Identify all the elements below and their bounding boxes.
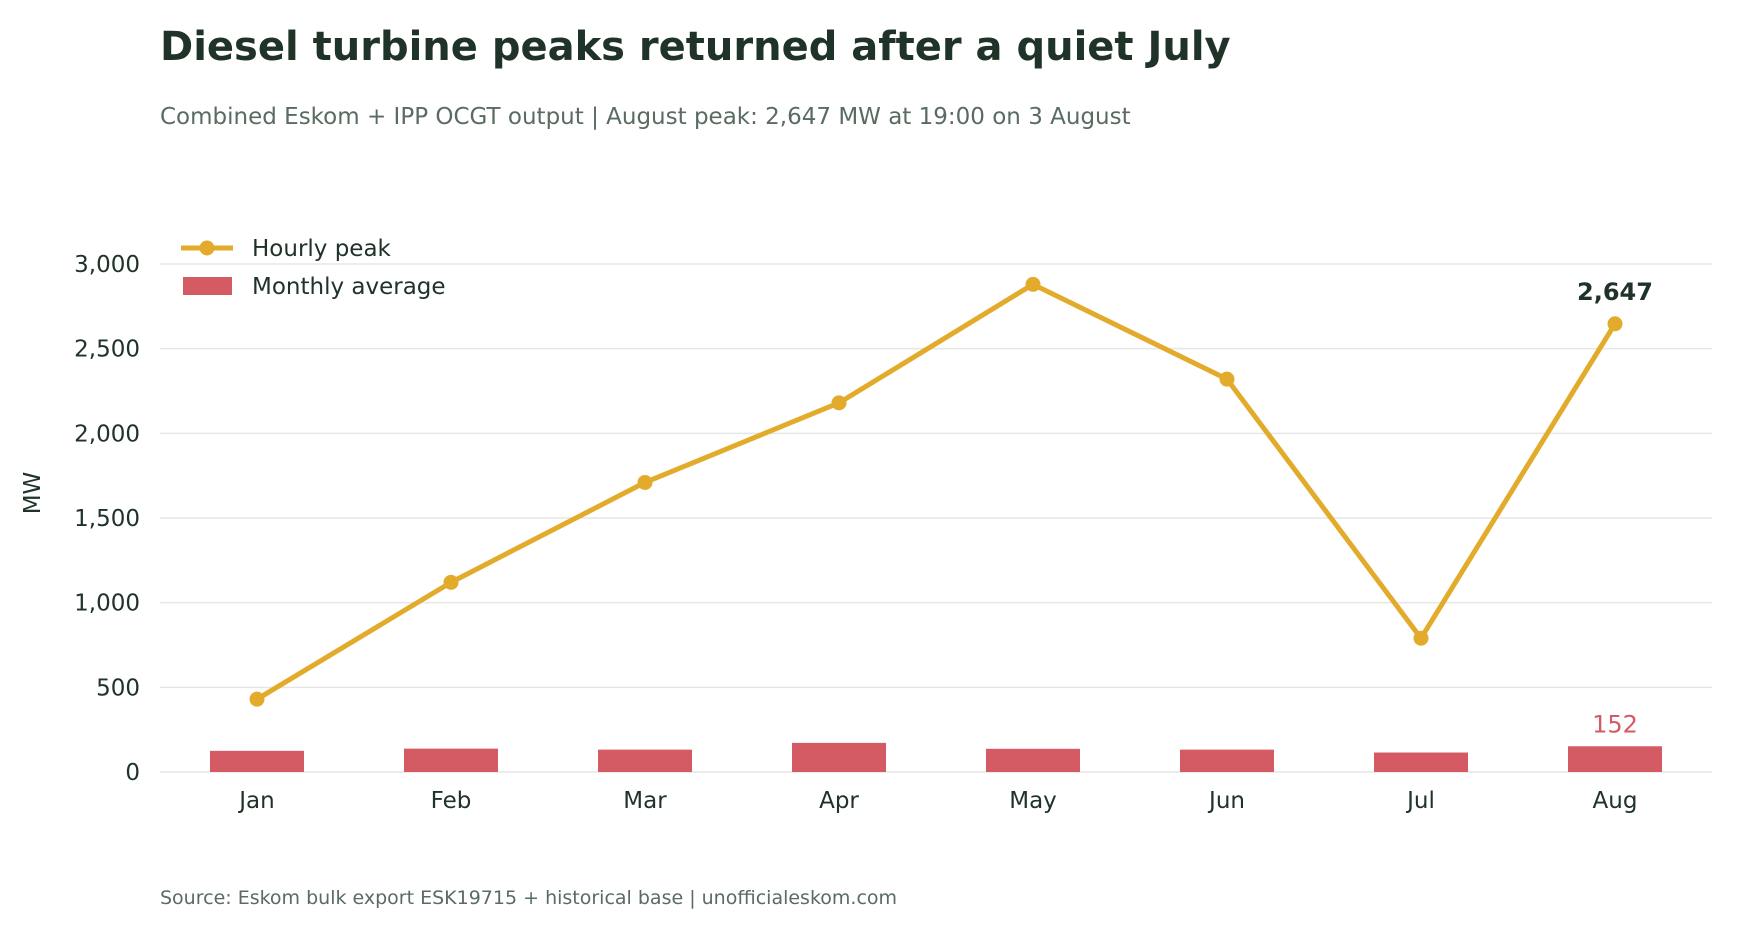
- bar: [1180, 749, 1274, 772]
- line-point: [249, 691, 265, 707]
- y-tick-label: 1,500: [74, 506, 140, 532]
- line-point: [1413, 630, 1429, 646]
- x-tick-label: Jun: [1207, 788, 1245, 814]
- legend: Hourly peak Monthly average: [181, 236, 446, 300]
- line-point: [637, 474, 653, 490]
- gridlines: [160, 263, 1712, 773]
- line-point: [1219, 371, 1235, 387]
- y-tick-label: 2,500: [74, 337, 140, 363]
- line-path: [254, 281, 1618, 702]
- peak-data-label: 2,647: [1577, 278, 1653, 306]
- bar: [1568, 746, 1662, 772]
- line-point: [831, 395, 847, 411]
- y-tick-label: 0: [125, 760, 140, 786]
- x-tick-label: Mar: [623, 788, 667, 814]
- y-tick-label: 3,000: [74, 252, 140, 278]
- axis-ticks: 0 500 1,000 1,500 2,000 2,500 3,000 Jan Feb Mar Ap…: [74, 252, 1637, 814]
- bar-series: [210, 742, 1662, 772]
- bar: [1374, 752, 1468, 772]
- chart-subtitle: Combined Eskom + IPP OCGT output | Augus…: [160, 104, 1131, 130]
- legend-bar-swatch: [183, 277, 232, 295]
- chart-source: Source: Eskom bulk export ESK19715 + his…: [160, 887, 898, 909]
- chart-canvas: 0 500 1,000 1,500 2,000 2,500 3,000 Jan Feb Mar Ap…: [20, 236, 1712, 814]
- x-tick-label: Aug: [1593, 788, 1638, 814]
- legend-label-hourly-peak: Hourly peak: [252, 236, 392, 262]
- bar: [792, 742, 886, 772]
- legend-line-marker: [199, 240, 215, 256]
- y-tick-label: 1,000: [74, 591, 140, 617]
- data-labels: 2,647 152: [1577, 278, 1653, 738]
- x-tick-label: Jan: [237, 788, 274, 814]
- bar: [986, 748, 1080, 772]
- bar: [210, 750, 304, 772]
- y-tick-label: 500: [96, 675, 140, 701]
- x-tick-label: Feb: [431, 788, 472, 814]
- x-tick-label: Jul: [1405, 788, 1435, 814]
- y-tick-label: 2,000: [74, 421, 140, 447]
- line-point: [1025, 276, 1041, 292]
- line-point: [1607, 316, 1623, 332]
- line-point: [443, 574, 459, 590]
- y-axis-label: MW: [20, 472, 46, 515]
- x-tick-label: May: [1009, 788, 1057, 814]
- bar: [404, 748, 498, 772]
- bar: [598, 749, 692, 772]
- chart-title: Diesel turbine peaks returned after a qu…: [160, 24, 1231, 70]
- bar-data-label: 152: [1592, 710, 1638, 738]
- x-tick-label: Apr: [819, 788, 859, 814]
- line-series: [249, 276, 1623, 707]
- legend-label-monthly-average: Monthly average: [252, 274, 446, 300]
